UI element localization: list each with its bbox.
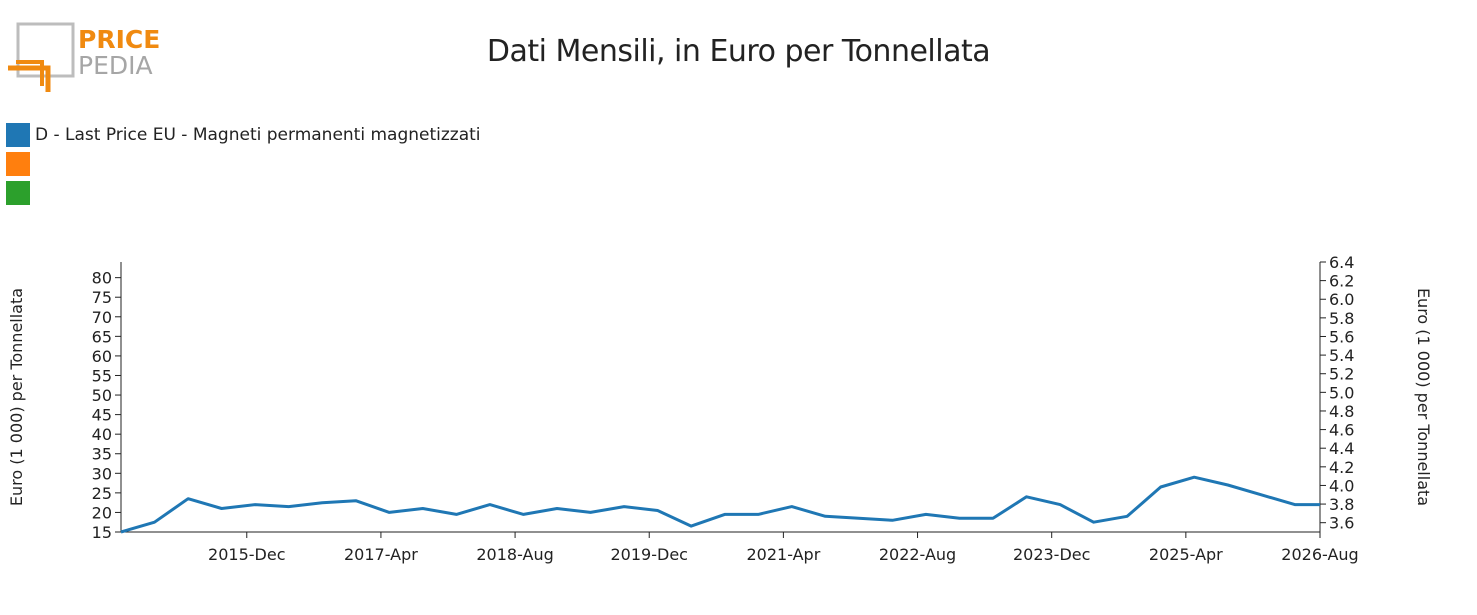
- y-tick-label: 45: [92, 406, 112, 425]
- y2-tick-label: 5.4: [1329, 346, 1354, 365]
- legend-swatch-blue: [6, 122, 30, 147]
- y-tick-label: 25: [92, 484, 112, 503]
- legend-item-blue[interactable]: D - Last Price EU - Magneti permanenti m…: [6, 120, 481, 149]
- y2-axis-title: Euro (1 000) per Tonnellata: [1414, 288, 1433, 506]
- legend-item-orange[interactable]: [6, 149, 481, 178]
- y-tick-label: 60: [92, 347, 112, 366]
- legend-label: D - Last Price EU - Magneti permanenti m…: [35, 124, 481, 145]
- x-tick-label: 2015-Dec: [208, 545, 285, 564]
- y-axis-title: Euro (1 000) per Tonnellata: [7, 288, 26, 506]
- y2-tick-label: 4.2: [1329, 458, 1354, 477]
- pricepedia-logo: PRICE PEDIA: [8, 22, 160, 92]
- series-group: [120, 475, 1320, 534]
- y2-tick-label: 5.6: [1329, 327, 1354, 346]
- legend-swatch-orange: [6, 151, 30, 176]
- y-tick-label: 30: [92, 464, 112, 483]
- y-tick-label: 80: [92, 269, 112, 288]
- x-tick-label: 2023-Dec: [1013, 545, 1090, 564]
- x-tick-label: 2022-Aug: [879, 545, 956, 564]
- y-tick-label: 20: [92, 503, 112, 522]
- logo-corner-inner: [16, 60, 44, 86]
- logo-text-price: PRICE: [78, 25, 160, 54]
- y2-tick-label: 6.2: [1329, 272, 1354, 291]
- y2-tick-label: 3.6: [1329, 514, 1354, 533]
- y2-tick-label: 6.0: [1329, 290, 1354, 309]
- series-line-1: [120, 475, 1320, 534]
- x-tick-label: 2025-Apr: [1149, 545, 1223, 564]
- y-tick-label: 40: [92, 425, 112, 444]
- y-tick-label: 70: [92, 308, 112, 327]
- x-tick-label: 2021-Apr: [746, 545, 820, 564]
- x-tick-label: 2019-Dec: [611, 545, 688, 564]
- y2-tick-label: 4.4: [1329, 439, 1354, 458]
- y2-tick-label: 5.0: [1329, 383, 1354, 402]
- y-tick-label: 15: [92, 523, 112, 542]
- y-tick-label: 65: [92, 327, 112, 346]
- x-tick-label: 2017-Apr: [344, 545, 418, 564]
- y-tick-label: 75: [92, 288, 112, 307]
- legend-swatch-green: [6, 180, 30, 205]
- legend-item-green[interactable]: [6, 178, 481, 207]
- y2-tick-label: 4.8: [1329, 402, 1354, 421]
- legend: D - Last Price EU - Magneti permanenti m…: [6, 120, 481, 207]
- y-tick-label: 35: [92, 445, 112, 464]
- logo-text-pedia: PEDIA: [78, 51, 153, 80]
- y2-tick-label: 6.4: [1329, 253, 1354, 272]
- chart-title: Dati Mensili, in Euro per Tonnellata: [486, 34, 991, 69]
- y2-tick-label: 4.0: [1329, 476, 1354, 495]
- y-tick-label: 55: [92, 366, 112, 385]
- y2-tick-label: 5.8: [1329, 309, 1354, 328]
- y-tick-label: 50: [92, 386, 112, 405]
- y2-tick-label: 4.6: [1329, 421, 1354, 440]
- y2-tick-label: 3.8: [1329, 495, 1354, 514]
- x-tick-label: 2026-Aug: [1281, 545, 1358, 564]
- y2-tick-label: 5.2: [1329, 365, 1354, 384]
- x-tick-label: 2018-Aug: [476, 545, 553, 564]
- logo-corner-outer: [8, 65, 51, 92]
